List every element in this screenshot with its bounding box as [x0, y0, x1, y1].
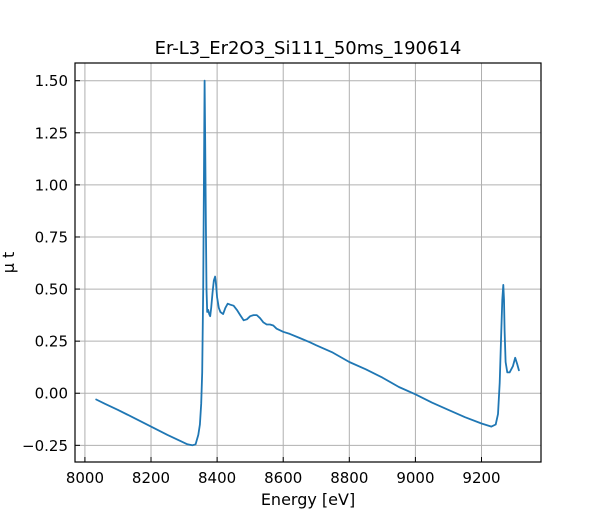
chart-title: Er-L3_Er2O3_Si111_50ms_190614 — [155, 38, 462, 59]
x-tick-label: 8200 — [132, 469, 170, 487]
series-layer — [95, 79, 520, 447]
y-tick-label: 1.25 — [35, 124, 68, 142]
x-tick-label: 8600 — [264, 469, 302, 487]
y-tick-label: 1.50 — [35, 72, 68, 90]
y-tick-label: 1.00 — [35, 176, 68, 194]
grid — [75, 63, 541, 462]
ticks: 8000 8200 8400 8600 8800 9000 9200 −0.25 0.00 0.2… — [22, 72, 501, 487]
x-tick-label: 9000 — [396, 469, 434, 487]
y-tick-label: 0.25 — [35, 333, 68, 351]
y-tick-label: 0.50 — [35, 281, 68, 299]
series-line-0 — [95, 79, 520, 447]
y-tick-label: 0.00 — [35, 385, 68, 403]
y-tick-label: −0.25 — [22, 437, 68, 455]
plot-frame — [74, 62, 542, 463]
x-tick-label: 8000 — [66, 469, 104, 487]
x-tick-label: 9200 — [462, 469, 500, 487]
y-axis-label: μ t — [0, 252, 18, 274]
x-tick-label: 8800 — [330, 469, 368, 487]
x-tick-label: 8400 — [198, 469, 236, 487]
y-tick-label: 0.75 — [35, 228, 68, 246]
x-axis-label: Energy [eV] — [261, 490, 355, 509]
